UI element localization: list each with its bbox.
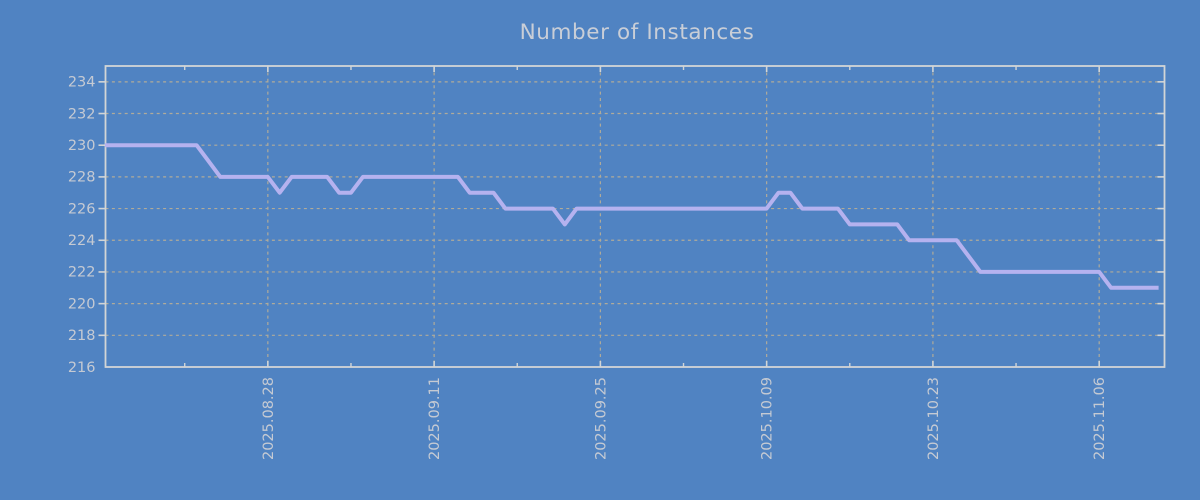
x-tick-label: 2025.10.09 bbox=[760, 377, 776, 460]
y-axis-tick-labels: 216 218 220 222 224 226 228 230 232 234 bbox=[68, 75, 96, 376]
y-tick-label: 230 bbox=[68, 138, 96, 154]
y-tick-label: 224 bbox=[68, 233, 96, 249]
x-tick-label: 2025.09.11 bbox=[427, 377, 443, 460]
y-tick-label: 216 bbox=[68, 360, 96, 376]
x-tick-label: 2025.11.06 bbox=[1092, 377, 1108, 460]
axis-ticks bbox=[98, 66, 1165, 367]
y-tick-label: 222 bbox=[68, 265, 96, 281]
chart-title: Number of Instances bbox=[520, 20, 755, 45]
y-tick-label: 228 bbox=[68, 170, 96, 186]
y-tick-label: 232 bbox=[68, 106, 96, 122]
x-tick-label: 2025.08.28 bbox=[261, 377, 277, 460]
y-tick-label: 218 bbox=[68, 328, 96, 344]
x-tick-label: 2025.10.23 bbox=[926, 377, 942, 460]
gridlines bbox=[105, 66, 1165, 367]
x-axis-tick-labels: 2025.08.28 2025.09.11 2025.09.25 2025.10.09… bbox=[261, 377, 1108, 460]
y-tick-label: 226 bbox=[68, 201, 96, 217]
series-line-instances bbox=[105, 143, 1159, 290]
plot-border bbox=[104, 65, 1166, 368]
y-tick-label: 234 bbox=[68, 75, 96, 91]
y-tick-label: 220 bbox=[68, 296, 96, 312]
x-tick-label: 2025.09.25 bbox=[593, 377, 609, 460]
